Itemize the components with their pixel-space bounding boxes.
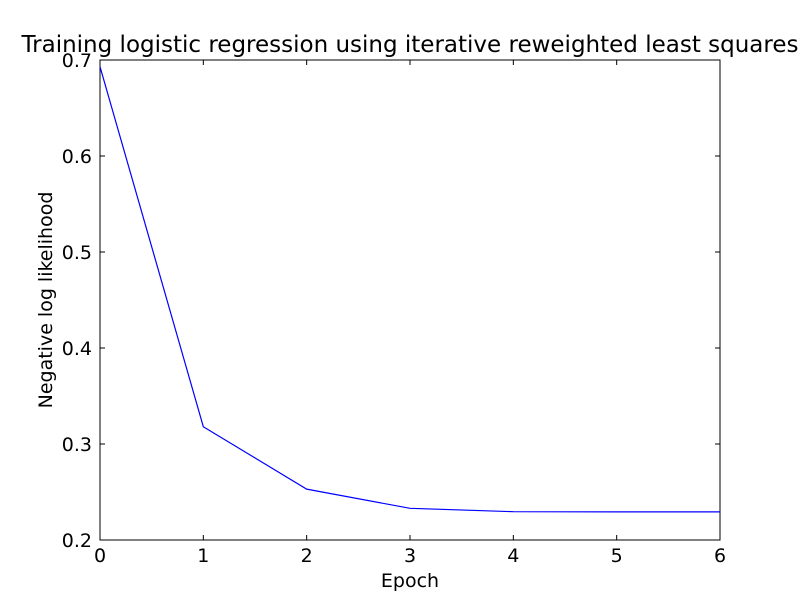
x-tick-label: 5: [611, 545, 623, 567]
x-tick-label: 0: [94, 545, 106, 567]
axis-ticks: 0 1 2 3 4 5 6 0.2 0.3 0.4 0.5 0.6 0.7: [62, 50, 726, 567]
y-tick-label: 0.3: [62, 434, 92, 456]
x-axis-label: Epoch: [381, 570, 439, 592]
y-tick-label: 0.5: [62, 242, 92, 264]
x-tick-label: 6: [714, 545, 726, 567]
x-tick-label: 2: [301, 545, 313, 567]
y-tick-label: 0.2: [62, 530, 92, 552]
y-axis-label: Negative log likelihood: [35, 192, 57, 409]
y-tick-label: 0.4: [62, 338, 92, 360]
chart-title: Training logistic regression using itera…: [20, 32, 798, 58]
x-tick-label: 4: [507, 545, 519, 567]
y-tick-label: 0.7: [62, 50, 92, 72]
x-tick-label: 3: [404, 545, 416, 567]
y-tick-label: 0.6: [62, 146, 92, 168]
series-line: [99, 66, 720, 513]
x-tick-label: 1: [197, 545, 209, 567]
plot-area-frame: [99, 59, 721, 541]
series-layer: [99, 66, 721, 513]
